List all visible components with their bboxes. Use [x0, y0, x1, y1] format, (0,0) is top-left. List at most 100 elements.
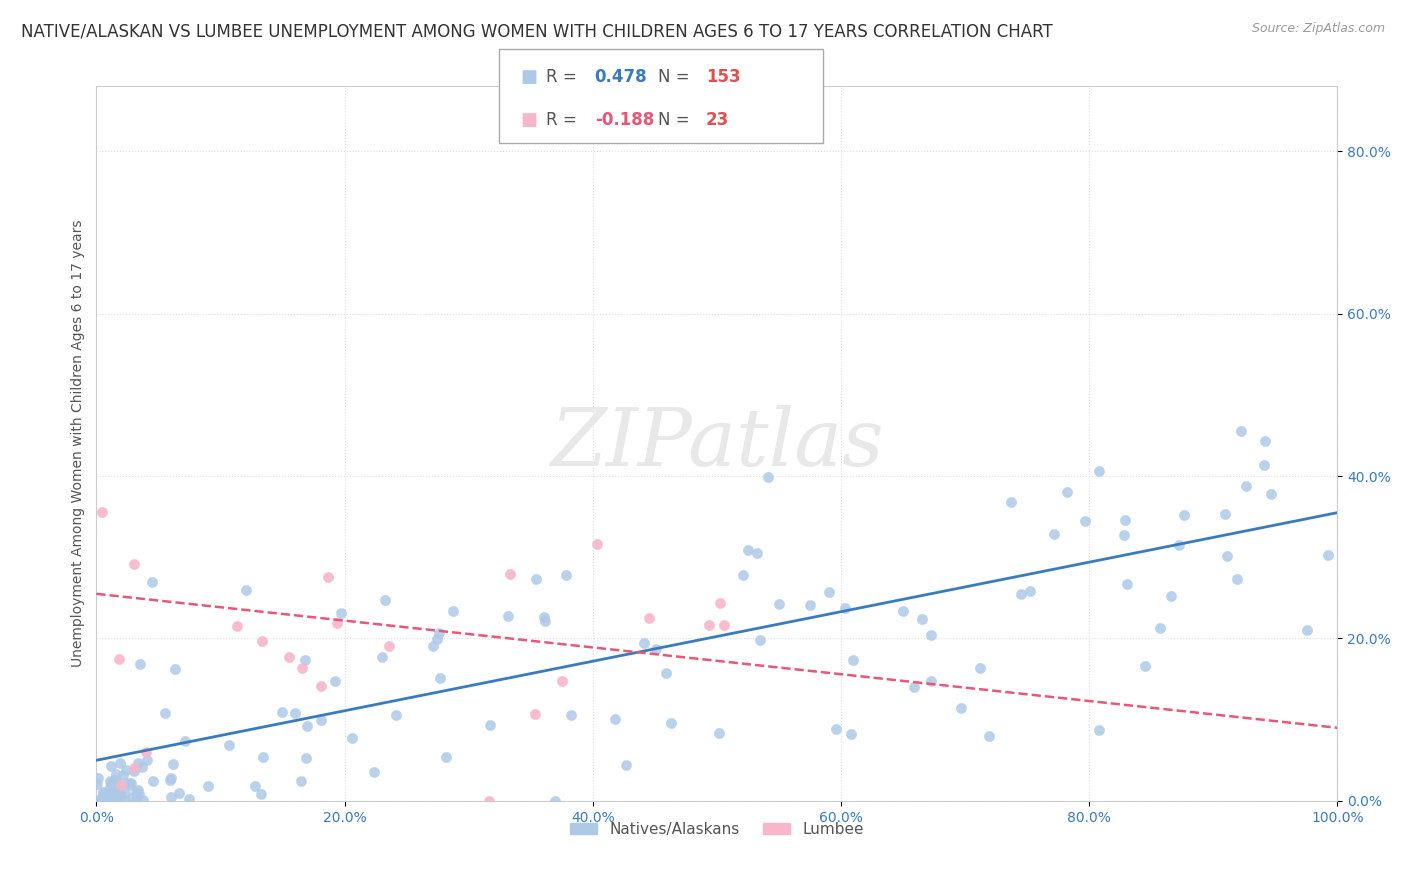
Point [818, 585, 841, 599]
Point [96, 794, 118, 808]
Text: 0.478: 0.478 [595, 69, 647, 87]
Point [478, 718, 501, 732]
Point [1018, 583, 1040, 598]
Point [245, 779, 267, 793]
Point [1173, 508, 1195, 523]
Point [197, 780, 219, 794]
Point [1042, 526, 1064, 541]
Point [534, 614, 557, 628]
Point [638, 611, 661, 625]
Point [441, 604, 464, 618]
Point [135, 745, 157, 759]
Point [842, 653, 865, 667]
Point [555, 568, 578, 582]
Point [159, 789, 181, 804]
Point [100, 780, 122, 795]
Point [1260, 487, 1282, 501]
Point [160, 772, 183, 786]
Point [659, 715, 682, 730]
Point [330, 606, 353, 620]
Point [132, 793, 155, 807]
Point [654, 665, 676, 680]
Point [1056, 485, 1078, 500]
Text: R =: R = [546, 111, 576, 128]
Point [385, 708, 408, 723]
Text: N =: N = [658, 69, 689, 87]
Point [142, 774, 165, 789]
Point [125, 785, 148, 799]
Point [97, 793, 120, 807]
Text: -0.188: -0.188 [595, 111, 654, 128]
Point [110, 789, 132, 803]
Point [128, 787, 150, 801]
Y-axis label: Unemployment Among Women with Children Ages 6 to 17 years: Unemployment Among Women with Children A… [72, 219, 86, 667]
Point [309, 679, 332, 693]
Point [105, 767, 128, 781]
Point [110, 778, 132, 792]
Point [969, 661, 991, 675]
Point [250, 633, 273, 648]
Point [427, 626, 450, 640]
Point [122, 557, 145, 571]
Point [1149, 621, 1171, 635]
Point [422, 639, 444, 653]
Point [585, 536, 607, 550]
Point [117, 776, 139, 790]
Point [645, 641, 668, 656]
Point [91, 787, 114, 801]
Point [94, 789, 117, 804]
Point [1317, 548, 1340, 562]
Point [108, 788, 131, 802]
Point [141, 574, 163, 589]
Point [839, 727, 862, 741]
Point [1234, 479, 1257, 493]
Point [605, 712, 627, 726]
Point [1088, 464, 1111, 478]
Point [155, 706, 177, 721]
Point [252, 750, 274, 764]
Legend: Natives/Alaskans, Lumbee: Natives/Alaskans, Lumbee [564, 816, 870, 843]
Point [270, 705, 292, 719]
Point [533, 610, 555, 624]
Point [105, 786, 128, 800]
Point [524, 706, 547, 721]
Point [122, 761, 145, 775]
Point [278, 650, 301, 665]
Text: ZIPatlas: ZIPatlas [550, 405, 883, 483]
Text: R =: R = [546, 69, 576, 87]
Text: ■: ■ [520, 69, 537, 87]
Point [173, 734, 195, 748]
Point [129, 657, 152, 671]
Point [100, 775, 122, 789]
Point [159, 773, 181, 788]
Point [101, 787, 124, 801]
Point [127, 756, 149, 770]
Point [111, 768, 134, 782]
Point [1116, 576, 1139, 591]
Point [949, 700, 972, 714]
Text: 153: 153 [706, 69, 741, 87]
Point [799, 598, 821, 612]
Point [294, 653, 316, 667]
Point [768, 597, 790, 611]
Point [834, 601, 856, 615]
Point [169, 786, 191, 800]
Point [737, 543, 759, 558]
Point [323, 674, 346, 689]
Point [747, 545, 769, 559]
Point [1254, 434, 1277, 448]
Point [179, 792, 201, 806]
Point [87, 793, 110, 807]
Point [551, 673, 574, 688]
Point [903, 680, 925, 694]
Point [1225, 572, 1247, 586]
Point [290, 774, 312, 789]
Point [1000, 494, 1022, 508]
Point [749, 633, 772, 648]
Point [1295, 624, 1317, 638]
Point [86, 777, 108, 791]
Point [107, 783, 129, 797]
Point [1135, 658, 1157, 673]
Text: Source: ZipAtlas.com: Source: ZipAtlas.com [1251, 22, 1385, 36]
Point [114, 794, 136, 808]
